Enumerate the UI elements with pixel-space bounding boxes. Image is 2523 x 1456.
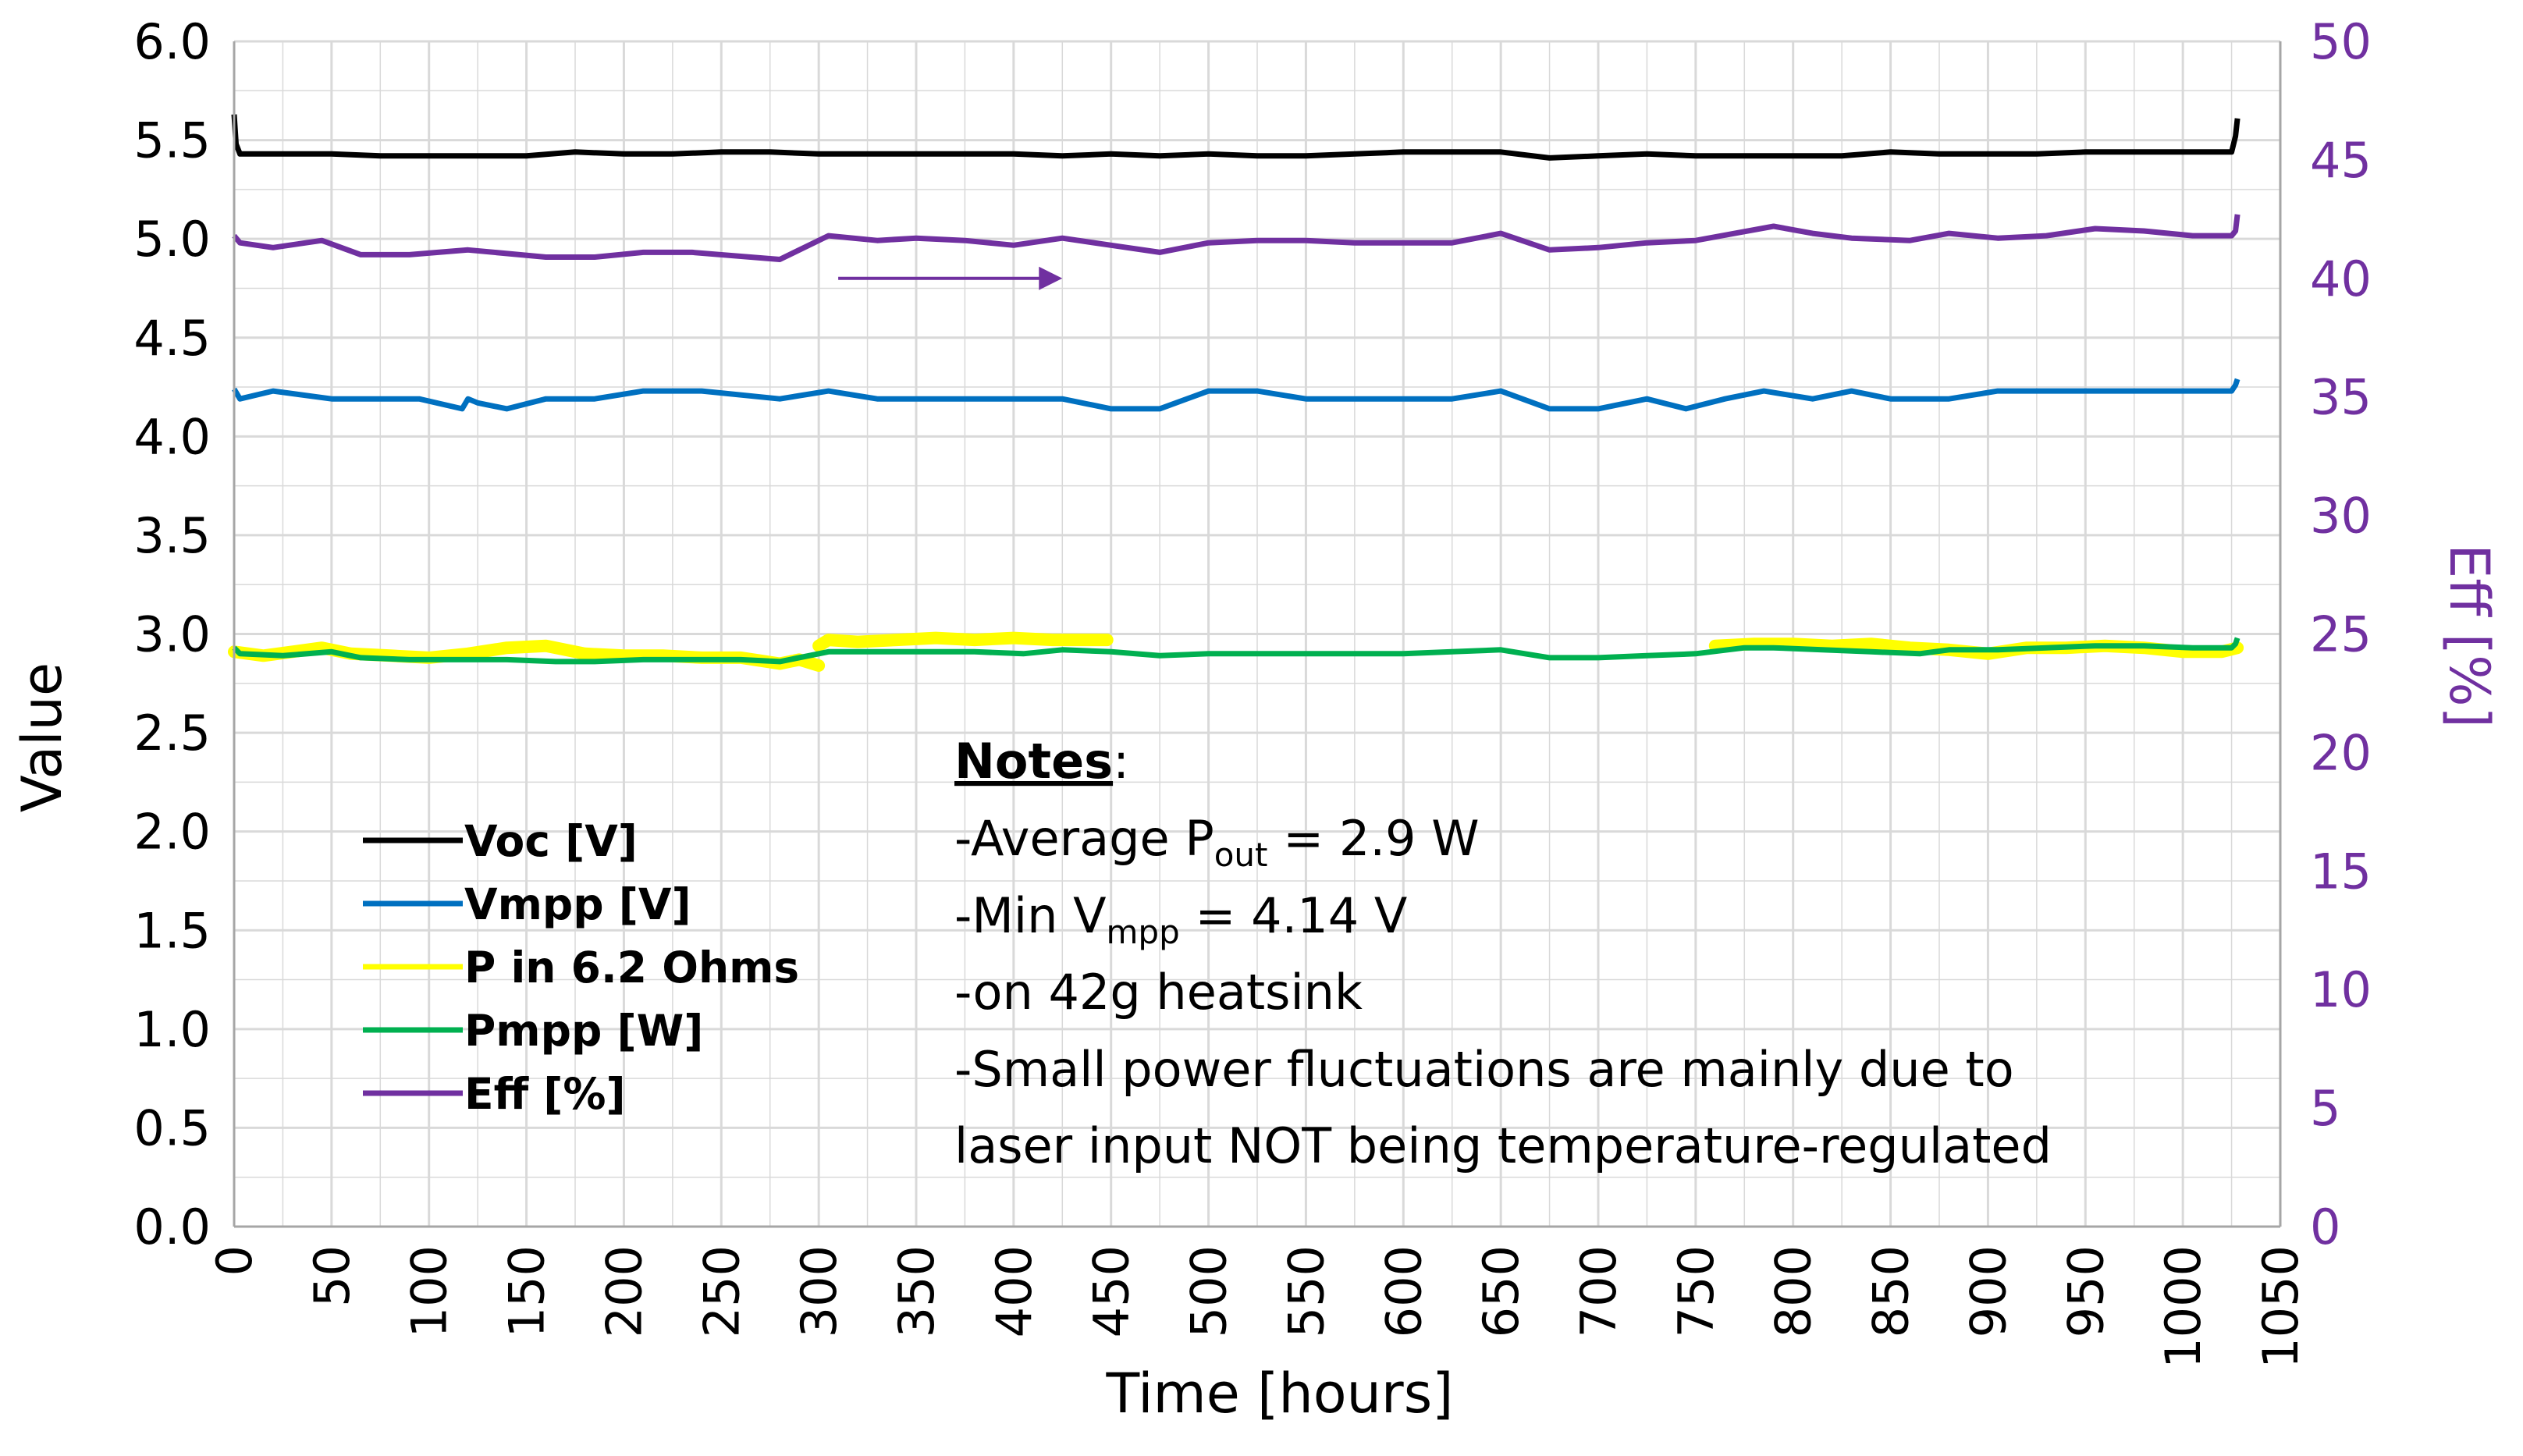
x-tick-label: 0 <box>206 1245 263 1276</box>
y2-tick-label: 30 <box>2310 488 2372 545</box>
notes-line-average-pout: -Average Pout = 2.9 W <box>954 810 1480 874</box>
eff-axis-arrow <box>838 266 1063 290</box>
x-tick-label: 700 <box>1570 1245 1627 1337</box>
y-tick-label: 5.5 <box>133 112 211 169</box>
legend: Voc [V] Vmpp [V] P in 6.2 Ohms Pmpp [W] Eff … <box>363 816 799 1119</box>
y2-axis-title: Eff [%] <box>2437 544 2501 728</box>
legend-label-vmpp: Vmpp [V] <box>464 879 691 929</box>
y-tick-label: 2.0 <box>133 804 211 861</box>
notes-line-min-vmpp: -Min Vmpp = 4.14 V <box>954 887 1407 951</box>
y2-tick-label: 15 <box>2310 843 2372 900</box>
x-tick-label: 450 <box>1083 1245 1140 1337</box>
y-tick-label: 0.0 <box>133 1199 211 1255</box>
x-tick-label: 150 <box>499 1245 556 1337</box>
series-line-eff <box>232 214 2240 262</box>
x-tick-label: 300 <box>791 1245 848 1337</box>
notes-line2-prefix: -Min V <box>954 887 1107 944</box>
legend-label-voc: Voc [V] <box>464 816 638 866</box>
x-tick-label: 350 <box>888 1245 945 1337</box>
x-tick-label: 850 <box>1863 1245 1920 1337</box>
notes-line1-sub: out <box>1214 836 1268 874</box>
y2-tick-label: 40 <box>2310 250 2372 307</box>
y2-tick-label: 20 <box>2310 724 2372 781</box>
y-tick-label: 4.5 <box>133 310 211 367</box>
y-tick-label: 1.0 <box>133 1001 211 1058</box>
y2-tick-label: 45 <box>2310 132 2372 189</box>
notes-line1-prefix: -Average P <box>954 810 1214 867</box>
x-tick-label: 50 <box>304 1245 361 1307</box>
x-tick-label: 1000 <box>2155 1245 2212 1369</box>
notes-line2-sub: mpp <box>1107 913 1180 951</box>
series-line-vmpp <box>231 378 2240 412</box>
y-tick-label: 1.5 <box>133 902 211 959</box>
series-line-p62 <box>1708 637 2244 660</box>
notes-annotation: Notes: -Average Pout = 2.9 W -Min Vmpp =… <box>954 733 2052 1174</box>
x-axis-title: Time [hours] <box>1106 1362 1454 1426</box>
tick-labels: 0.0 0.5 1.0 1.5 2.0 2.5 3.0 3.5 4.0 4.5 5.0 5.5 6.0 0… <box>133 13 2372 1369</box>
y-tick-label: 3.5 <box>133 507 211 564</box>
notes-line1-suffix: = 2.9 W <box>1268 810 1480 867</box>
x-tick-label: 1050 <box>2252 1245 2309 1369</box>
x-tick-label: 250 <box>693 1245 750 1337</box>
arrow-head <box>1039 266 1063 290</box>
notes-line-laser: laser input NOT being temperature-regula… <box>954 1117 2052 1174</box>
x-tick-label: 750 <box>1668 1245 1725 1337</box>
gridlines <box>233 40 2282 1228</box>
y-axis-title: Value <box>10 662 74 812</box>
y2-tick-label: 25 <box>2310 606 2372 663</box>
y-tick-label: 0.5 <box>133 1099 211 1156</box>
axes <box>233 41 2282 1228</box>
x-tick-label: 600 <box>1375 1245 1432 1337</box>
x-tick-label: 500 <box>1181 1245 1238 1337</box>
series-line-p62 <box>812 631 1114 652</box>
x-tick-label: 100 <box>401 1245 458 1337</box>
y2-tick-label: 50 <box>2310 13 2372 70</box>
notes-heading: Notes: <box>954 733 1129 790</box>
y-tick-label: 3.0 <box>133 606 211 663</box>
x-tick-label: 800 <box>1765 1245 1822 1337</box>
y-tick-label: 5.0 <box>133 211 211 268</box>
notes-line-fluctuations: -Small power fluctuations are mainly due… <box>954 1041 2014 1098</box>
series-group <box>228 114 2244 672</box>
series-line-voc <box>231 114 2240 161</box>
x-tick-label: 900 <box>1960 1245 2017 1337</box>
series-line-pmpp <box>232 637 2240 665</box>
x-tick-label: 200 <box>595 1245 652 1337</box>
x-tick-label: 650 <box>1473 1245 1530 1337</box>
legend-label-p62: P in 6.2 Ohms <box>464 943 799 993</box>
y-tick-label: 6.0 <box>133 13 211 70</box>
notes-line2-suffix: = 4.14 V <box>1180 887 1408 944</box>
legend-label-pmpp: Pmpp [W] <box>464 1006 703 1056</box>
x-tick-label: 400 <box>986 1245 1043 1337</box>
notes-line-heatsink: -on 42g heatsink <box>954 964 1363 1021</box>
y-tick-label: 2.5 <box>133 705 211 762</box>
x-tick-label: 550 <box>1277 1245 1334 1337</box>
legend-label-eff: Eff [%] <box>464 1069 626 1119</box>
y-tick-label: 4.0 <box>133 408 211 465</box>
notes-heading-colon: : <box>1113 733 1129 790</box>
y2-tick-label: 5 <box>2310 1080 2340 1137</box>
notes-heading-word: Notes <box>954 733 1113 790</box>
y2-tick-label: 35 <box>2310 369 2372 426</box>
y2-tick-label: 0 <box>2310 1199 2340 1255</box>
y2-tick-label: 10 <box>2310 961 2372 1018</box>
x-tick-label: 950 <box>2057 1245 2114 1337</box>
